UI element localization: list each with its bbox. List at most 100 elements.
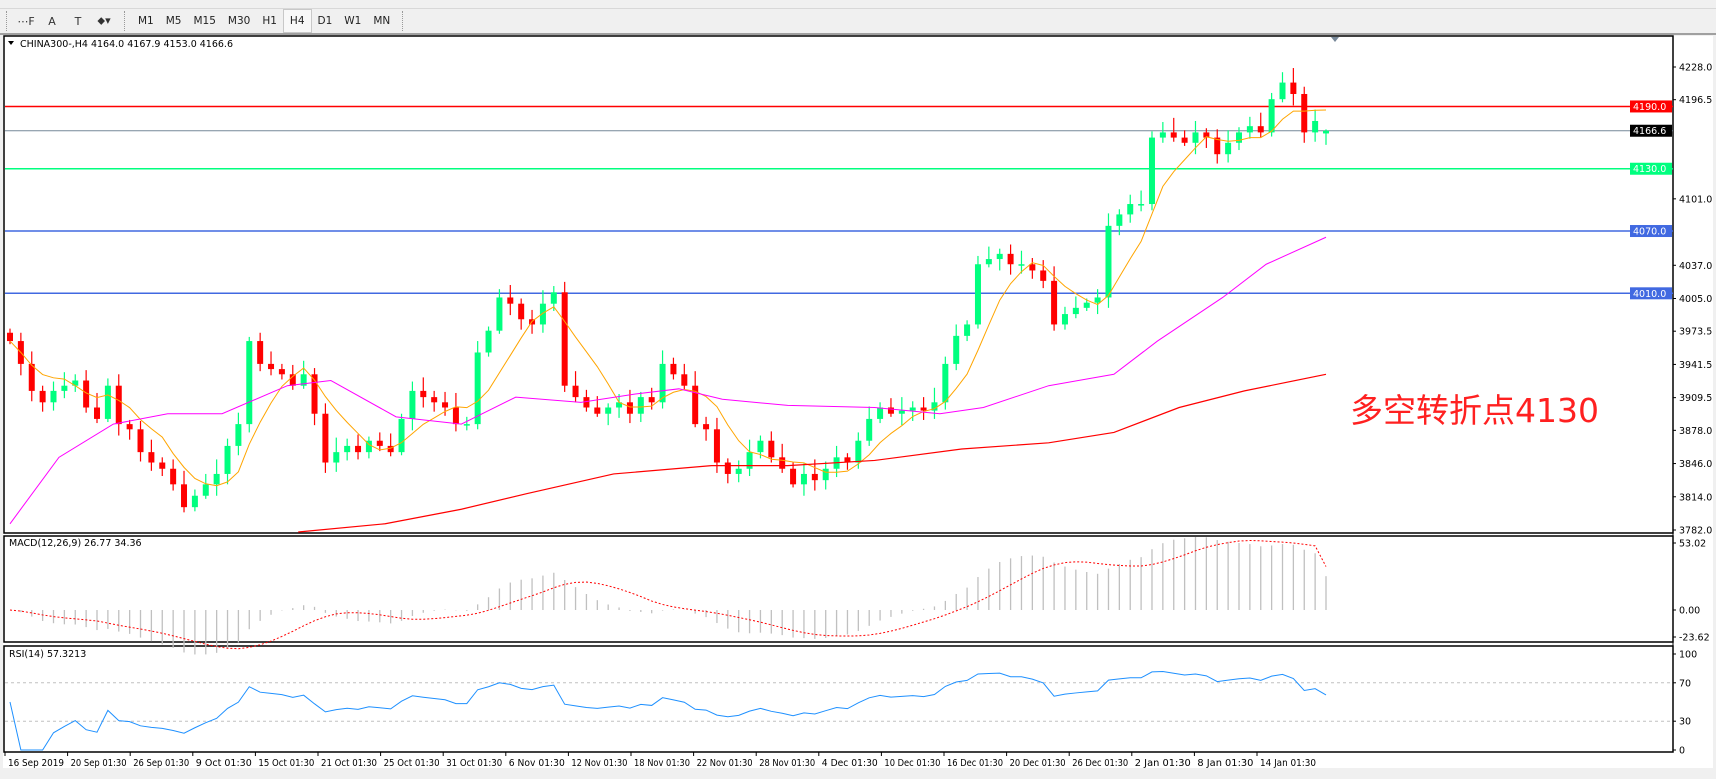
candle-body[interactable] [1029,264,1036,271]
candle-body[interactable] [300,374,307,386]
candle-body[interactable] [431,397,438,403]
candle-body[interactable] [822,468,829,481]
candle-body[interactable] [1214,137,1221,155]
candle-body[interactable] [539,303,546,325]
candle-body[interactable] [322,413,329,463]
candle-body[interactable] [1192,132,1199,143]
candle-body[interactable] [800,473,807,485]
candle-body[interactable] [1072,307,1079,315]
candle-body[interactable] [365,440,372,453]
candle-body[interactable] [1203,132,1210,138]
candle-body[interactable] [376,440,383,446]
timeframe-h4[interactable]: H4 [282,9,312,33]
candle-body[interactable] [1105,225,1112,298]
candle-body[interactable] [1235,132,1242,143]
candle-body[interactable] [137,429,144,453]
candle-body[interactable] [213,473,220,485]
candle-body[interactable] [191,495,198,508]
candle-body[interactable] [474,352,481,425]
candle-body[interactable] [735,468,742,474]
candle-body[interactable] [724,462,731,474]
candle-body[interactable] [964,324,971,336]
candle-body[interactable] [866,418,873,441]
candle-body[interactable] [942,363,949,403]
candle-body[interactable] [1279,82,1286,100]
candle-body[interactable] [692,385,699,425]
candle-body[interactable] [246,341,253,425]
candle-body[interactable] [1312,120,1319,133]
toolbar-grip[interactable] [124,11,126,31]
candle-body[interactable] [202,484,209,496]
candle-body[interactable] [790,468,797,485]
candle-body[interactable] [659,363,666,403]
candle-body[interactable] [289,374,296,386]
candle-body[interactable] [855,440,862,463]
candle-body[interactable] [561,292,568,386]
candle-body[interactable] [1007,253,1014,265]
collapse-triangle-icon[interactable] [8,41,14,45]
candle-body[interactable] [496,297,503,331]
candle-body[interactable] [170,468,177,485]
candle-body[interactable] [28,363,35,391]
candle-body[interactable] [61,385,68,391]
candle-body[interactable] [909,407,916,411]
toolbar-grip[interactable] [6,11,8,31]
candle-body[interactable] [1116,214,1123,226]
candle-body[interactable] [181,484,188,508]
candle-body[interactable] [953,335,960,364]
candle-body[interactable] [518,303,525,320]
candle-body[interactable] [920,407,927,411]
candle-body[interactable] [637,397,644,414]
candle-body[interactable] [1148,137,1155,205]
candle-body[interactable] [39,390,46,403]
text-label-icon[interactable]: T [74,14,82,28]
candle-body[interactable] [1246,126,1253,133]
candle-body[interactable] [7,332,13,342]
candle-body[interactable] [104,385,111,419]
timeframe-mn[interactable]: MN [373,15,391,27]
candle-body[interactable] [1323,130,1329,134]
candle-body[interactable] [1127,204,1134,215]
candle-body[interactable] [1225,142,1232,155]
candle-body[interactable] [898,410,905,414]
candle-body[interactable] [387,445,394,453]
candle-body[interactable] [931,402,938,411]
candle-body[interactable] [703,424,710,430]
candle-body[interactable] [311,374,318,414]
candle-body[interactable] [148,452,155,463]
candle-body[interactable] [974,264,981,325]
candle-body[interactable] [648,397,655,403]
timeframe-w1[interactable]: W1 [344,15,362,27]
timeframe-d1[interactable]: D1 [317,15,333,27]
candle-body[interactable] [420,390,427,398]
timeframe-m30[interactable]: M30 [227,15,251,27]
candle-body[interactable] [768,440,775,458]
candle-body[interactable] [257,341,264,364]
candle-body[interactable] [398,418,405,453]
candle-body[interactable] [72,380,79,386]
candle-body[interactable] [713,429,720,463]
candle-body[interactable] [811,473,818,481]
candle-body[interactable] [1018,264,1025,266]
candle-body[interactable] [1181,137,1188,143]
timeframe-h1[interactable]: H1 [262,15,277,27]
candle-body[interactable] [159,462,166,469]
candle-body[interactable] [50,390,57,403]
candle-body[interactable] [844,457,851,463]
candle-body[interactable] [877,407,884,419]
candle-body[interactable] [507,297,514,304]
candle-body[interactable] [1257,126,1264,133]
candle-body[interactable] [1094,297,1101,303]
candle-body[interactable] [681,374,688,386]
candle-body[interactable] [594,407,601,414]
candle-body[interactable] [1170,132,1177,138]
text-icon[interactable]: A [48,14,56,28]
candle-body[interactable] [355,445,362,453]
candle-body[interactable] [1268,99,1275,133]
candle-body[interactable] [485,330,492,353]
candle-body[interactable] [985,259,992,265]
arrows-icon[interactable]: ⬥▾ [97,14,111,27]
candle-body[interactable] [887,407,894,414]
candle-body[interactable] [1290,82,1297,94]
